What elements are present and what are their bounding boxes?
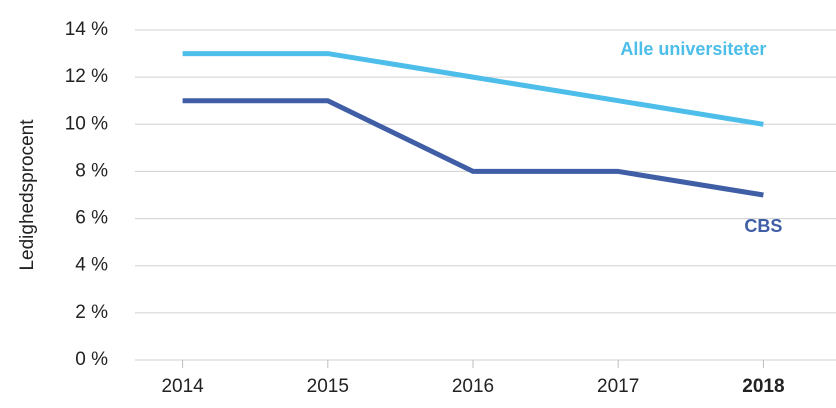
y-tick-label: 4 % (75, 255, 108, 276)
y-tick-label: 12 % (65, 66, 108, 87)
line-series (182, 51, 764, 127)
x-tick-label: 2016 (452, 376, 494, 397)
series-label: Alle universiteter (620, 39, 766, 59)
line-series (182, 98, 764, 198)
series-label: CBS (744, 216, 782, 236)
x-tick-label: 2018 (742, 376, 784, 397)
y-tick-label: 14 % (65, 19, 108, 40)
y-tick-label: 10 % (65, 113, 108, 134)
y-tick-label: 8 % (75, 160, 108, 181)
x-tick-label: 2014 (161, 376, 204, 397)
y-tick-label: 6 % (75, 208, 108, 229)
y-tick-label: 0 % (75, 349, 108, 370)
y-tick-label: 2 % (75, 302, 108, 323)
y-axis-label: Ledighedsprocent (17, 119, 38, 271)
x-tick-label: 2017 (597, 376, 639, 397)
x-tick-label: 2015 (307, 376, 349, 397)
